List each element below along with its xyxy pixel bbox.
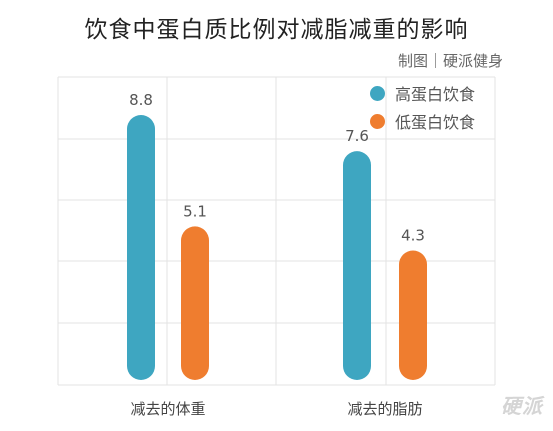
legend-label-low-protein: 低蛋白饮食 bbox=[395, 113, 476, 132]
legend: 高蛋白饮食 低蛋白饮食 bbox=[370, 79, 475, 135]
value-labels: 8.8 5.1 7.6 4.3 bbox=[129, 91, 425, 245]
legend-item-high-protein: 高蛋白饮食 bbox=[370, 79, 475, 107]
gridlines bbox=[57, 76, 496, 386]
category-label-1: 减去的脂肪 bbox=[347, 400, 422, 418]
legend-swatch-high-protein bbox=[370, 85, 385, 101]
legend-item-low-protein: 低蛋白饮食 bbox=[370, 107, 475, 135]
category-label-0: 减去的体重 bbox=[130, 400, 205, 418]
value-label-high-protein-0: 8.8 bbox=[129, 91, 153, 109]
chart-title: 饮食中蛋白质比例对减脂减重的影响 bbox=[84, 17, 469, 43]
chart-credit: 制图｜硬派健身 bbox=[397, 52, 503, 70]
value-label-low-protein-0: 5.1 bbox=[183, 202, 207, 220]
category-labels: 减去的体重 减去的脂肪 bbox=[130, 400, 422, 418]
bar-low-protein-0 bbox=[181, 226, 209, 380]
bar-high-protein-1 bbox=[343, 151, 371, 380]
legend-label-high-protein: 高蛋白饮食 bbox=[395, 85, 476, 104]
bar-high-protein-0 bbox=[127, 115, 155, 380]
value-label-high-protein-1: 7.6 bbox=[345, 127, 369, 145]
bar-low-protein-1 bbox=[399, 250, 427, 380]
watermark-logo: 硬派 bbox=[501, 394, 543, 418]
bars bbox=[127, 115, 427, 380]
value-label-low-protein-1: 4.3 bbox=[401, 227, 425, 245]
legend-swatch-low-protein bbox=[370, 113, 385, 129]
